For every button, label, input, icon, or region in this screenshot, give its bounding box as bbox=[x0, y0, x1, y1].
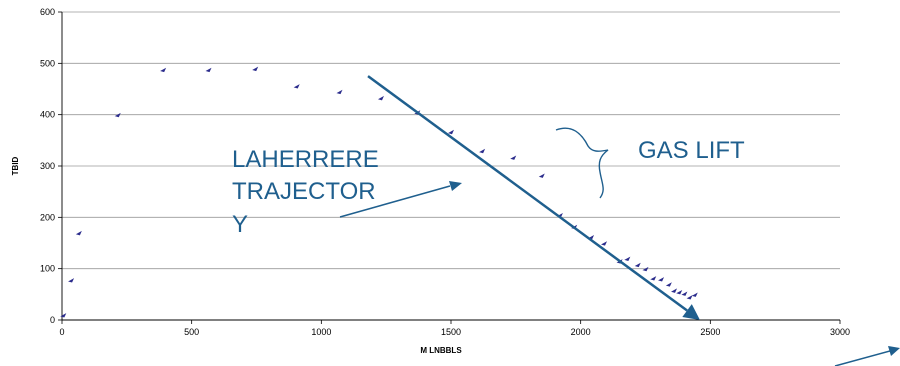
data-point bbox=[650, 276, 657, 281]
data-point bbox=[510, 155, 517, 160]
y-axis-label: TBID bbox=[11, 156, 20, 175]
x-tick-label: 2500 bbox=[700, 327, 720, 337]
data-point bbox=[252, 66, 259, 72]
data-point bbox=[479, 148, 486, 154]
x-tick-label: 2000 bbox=[571, 327, 591, 337]
x-tick-label: 500 bbox=[184, 327, 199, 337]
data-point bbox=[601, 241, 608, 246]
y-tick-label: 600 bbox=[40, 7, 55, 17]
data-point bbox=[624, 256, 631, 261]
gas-lift-annotation: GAS LIFT bbox=[638, 137, 745, 164]
data-point bbox=[676, 289, 683, 295]
y-tick-label: 300 bbox=[40, 161, 55, 171]
x-tick-labels: 0 500 1000 1500 2000 2500 3000 bbox=[59, 327, 850, 337]
laherrere-annotation: LAHERRERE TRAJECTOR Y bbox=[232, 146, 385, 238]
data-point bbox=[336, 89, 343, 95]
corner-arrow bbox=[834, 346, 900, 366]
y-tick-label: 0 bbox=[50, 315, 55, 325]
x-tick-label: 1500 bbox=[441, 327, 461, 337]
gas-lift-brace bbox=[555, 127, 609, 199]
data-point bbox=[681, 291, 688, 296]
laherrere-line-3: Y bbox=[232, 211, 248, 238]
data-point bbox=[671, 288, 678, 293]
data-point bbox=[691, 292, 698, 297]
data-point bbox=[114, 112, 121, 118]
data-point bbox=[448, 129, 454, 135]
data-point bbox=[160, 67, 167, 73]
grid-lines bbox=[62, 11, 840, 270]
pointer-arrow bbox=[339, 181, 462, 218]
data-point bbox=[60, 313, 67, 318]
trend-arrow bbox=[367, 75, 700, 320]
laherrere-line-1: LAHERRERE bbox=[232, 146, 379, 173]
data-point bbox=[293, 84, 300, 89]
x-tick-label: 1000 bbox=[311, 327, 331, 337]
x-tick-label: 3000 bbox=[830, 327, 850, 337]
y-tick-label: 500 bbox=[40, 58, 55, 68]
data-point bbox=[205, 67, 212, 73]
laherrere-line-2: TRAJECTOR bbox=[232, 178, 376, 205]
y-tick-labels: 0 100 200 300 400 500 600 bbox=[40, 7, 55, 325]
data-point bbox=[665, 282, 672, 287]
y-tick-label: 100 bbox=[40, 264, 55, 274]
data-point bbox=[377, 95, 384, 101]
x-tick-label: 0 bbox=[59, 327, 64, 337]
y-tick-label: 400 bbox=[40, 110, 55, 120]
data-point bbox=[68, 278, 75, 283]
data-point bbox=[642, 266, 649, 272]
axes bbox=[58, 11, 841, 324]
x-axis-label: M LNBBLS bbox=[420, 346, 462, 355]
y-tick-label: 200 bbox=[40, 212, 55, 222]
data-point bbox=[634, 262, 641, 268]
trend-arrowhead bbox=[682, 304, 700, 320]
data-point bbox=[686, 295, 693, 300]
data-point bbox=[75, 230, 82, 236]
data-point bbox=[658, 277, 665, 282]
data-point bbox=[538, 173, 545, 178]
trend-line bbox=[367, 75, 688, 312]
